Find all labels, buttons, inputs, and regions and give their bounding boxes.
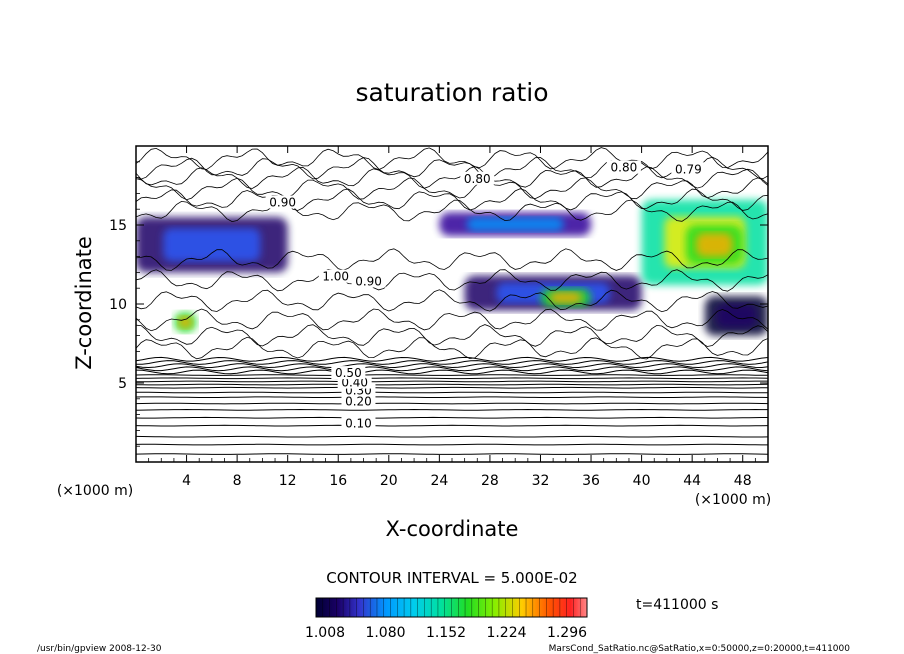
contour-band-10 — [136, 383, 768, 386]
contour-label-9: 0.79 — [675, 162, 702, 176]
plot-area: 0.100.200.300.400.500.800.800.901.000.79… — [136, 147, 768, 455]
contour-band-17 — [136, 360, 768, 365]
y-tick-label-0: 5 — [118, 376, 127, 392]
footer-right: MarsCond_SatRatio.nc@SatRatio,x=0:50000,… — [549, 644, 851, 654]
contour-label-bg-9 — [671, 162, 706, 176]
contour-label-bg-8 — [318, 269, 353, 283]
contour-labels: 0.100.200.300.400.500.800.800.901.000.79… — [265, 160, 706, 431]
y-tick-label-1: 10 — [109, 297, 127, 313]
contour-band-14 — [136, 369, 768, 375]
shaded-core-0 — [163, 228, 261, 262]
contour-interval-text: CONTOUR INTERVAL = 5.000E-02 — [326, 569, 577, 587]
contour-label-bg-4 — [331, 366, 366, 380]
contour-label-5: 0.80 — [464, 172, 491, 186]
contour-label-8: 1.00 — [322, 270, 349, 284]
x-tick-label-10: 44 — [683, 473, 701, 489]
contour-label-10: 0.90 — [269, 195, 296, 209]
contour-label-bg-6 — [606, 160, 641, 174]
contour-wavy-1 — [136, 324, 768, 347]
contour-band-5 — [136, 408, 768, 411]
x-axis-label: X-coordinate — [386, 517, 519, 541]
contour-band-3 — [136, 424, 768, 427]
y-axis-ticks: 5 10 15 — [109, 161, 768, 447]
contour-band-18 — [136, 356, 768, 362]
contour-band-2 — [136, 435, 768, 438]
contour-band-11 — [136, 380, 768, 383]
contour-band-15 — [136, 366, 768, 372]
contour-band-7 — [136, 396, 768, 398]
contour-band-0 — [136, 453, 768, 455]
time-label: t=411000 s — [636, 597, 718, 613]
contour-wavy-0 — [136, 336, 768, 360]
contour-label-0: 0.10 — [345, 417, 372, 431]
x-tick-label-7: 32 — [532, 473, 550, 489]
contour-wavy-11 — [136, 147, 768, 171]
contour-label-7: 0.90 — [355, 274, 382, 288]
x-unit-left: (×1000 m) — [57, 483, 133, 499]
x-tick-label-2: 12 — [279, 473, 297, 489]
contour-wavy-7 — [136, 188, 768, 211]
x-tick-label-9: 40 — [633, 473, 651, 489]
contour-band-13 — [136, 374, 768, 376]
contour-label-bg-5 — [460, 171, 495, 185]
colorbar-tick-label-3: 1.224 — [486, 625, 526, 641]
contour-band-12 — [136, 377, 768, 380]
contour-label-1: 0.20 — [345, 395, 372, 409]
colorbar-tick-label-0: 1.008 — [305, 625, 345, 641]
contour-wavy-10 — [136, 156, 768, 180]
x-tick-label-8: 36 — [582, 473, 600, 489]
contour-wavy-5 — [136, 248, 768, 271]
contour-lines — [136, 147, 768, 455]
contour-wavy-4 — [136, 268, 768, 292]
shaded-core-7 — [716, 304, 757, 328]
colorbar-tick-label-4: 1.296 — [547, 625, 587, 641]
contour-label-4: 0.50 — [335, 366, 362, 380]
colorbar-tick-label-1: 1.080 — [365, 625, 405, 641]
x-unit-right: (×1000 m) — [695, 492, 771, 508]
shaded-regions — [136, 199, 768, 336]
contour-band-6 — [136, 402, 768, 405]
x-tick-label-11: 48 — [734, 473, 752, 489]
y-axis-label: Z-coordinate — [72, 236, 96, 370]
contour-band-8 — [136, 391, 768, 394]
contour-label-bg-7 — [351, 274, 386, 288]
shaded-core-1 — [466, 217, 564, 232]
shaded-core-4 — [178, 316, 193, 329]
contour-wavy-3 — [136, 289, 768, 313]
contour-label-bg-1 — [341, 394, 376, 408]
x-tick-label-6: 28 — [481, 473, 499, 489]
x-tick-label-4: 20 — [380, 473, 398, 489]
contour-band-9 — [136, 386, 768, 389]
contour-band-16 — [136, 363, 768, 369]
x-tick-label-5: 24 — [430, 473, 448, 489]
footer-left: /usr/bin/gpview 2008-12-30 — [37, 644, 162, 654]
x-tick-label-0: 4 — [182, 473, 191, 489]
contour-wavy-8 — [136, 177, 768, 201]
contour-label-bg-0 — [341, 416, 376, 430]
colorbar-tick-label-2: 1.152 — [426, 625, 466, 641]
x-tick-label-3: 16 — [329, 473, 347, 489]
colorbar-ticks: 1.008 1.080 1.152 1.224 1.296 — [305, 598, 588, 641]
contour-wavy-6 — [136, 199, 768, 223]
contour-label-bg-10 — [265, 195, 300, 209]
contour-wavy-2 — [136, 308, 768, 332]
contour-wavy-9 — [136, 166, 768, 189]
x-tick-label-1: 8 — [233, 473, 242, 489]
contour-band-1 — [136, 443, 768, 446]
x-axis-ticks: 4 8 12 16 20 24 28 32 36 40 44 48 — [148, 146, 756, 489]
shaded-core-5 — [549, 291, 582, 304]
contour-band-4 — [136, 416, 768, 419]
y-tick-label-2: 15 — [109, 218, 127, 234]
contour-label-6: 0.80 — [611, 161, 638, 175]
chart-title: saturation ratio — [355, 78, 548, 107]
shaded-core-6 — [696, 232, 733, 257]
